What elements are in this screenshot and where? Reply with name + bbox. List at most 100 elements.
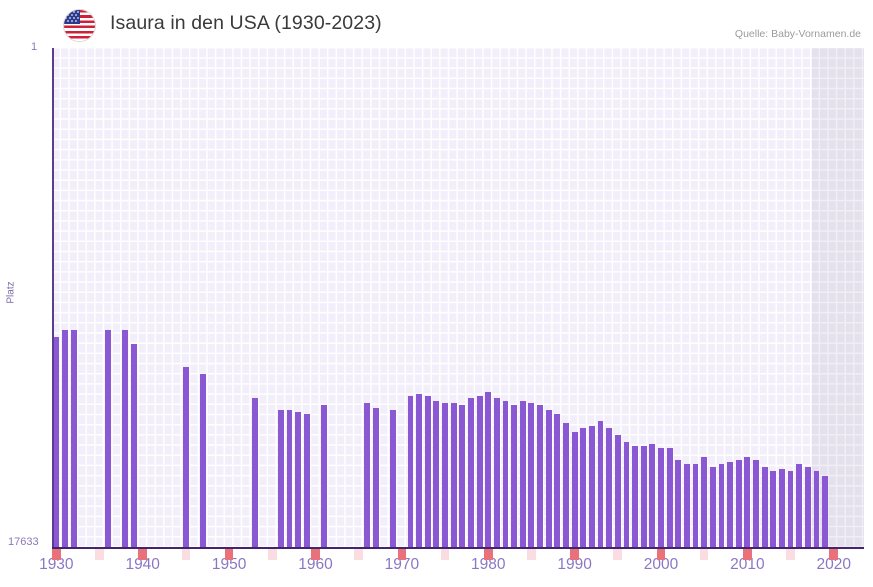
bar <box>468 398 474 548</box>
axis-tick-mark <box>570 549 579 560</box>
axis-tick-mark <box>354 549 363 560</box>
x-axis-tick-label: 1950 <box>211 556 247 573</box>
bar <box>822 475 829 548</box>
bar <box>804 466 811 548</box>
page-title: Isaura in den USA (1930-2023) <box>110 12 382 34</box>
chart-header: Isaura in den USA (1930-2023) Quelle: Ba… <box>0 0 873 46</box>
bar <box>735 459 742 548</box>
bar <box>623 441 630 548</box>
x-axis-tick-label: 2000 <box>643 556 679 573</box>
bar <box>252 398 258 548</box>
bar <box>286 409 293 548</box>
bar <box>390 409 397 548</box>
bar <box>537 405 543 548</box>
bar <box>450 403 457 548</box>
bar <box>122 330 129 548</box>
y-axis <box>52 48 54 548</box>
y-axis-bottom-tick-label: 17633 <box>8 536 39 548</box>
bar <box>303 414 310 548</box>
bar <box>666 448 673 548</box>
bar <box>683 464 690 548</box>
bar <box>70 330 77 548</box>
bar <box>744 457 751 548</box>
bar <box>519 400 526 548</box>
bar <box>277 409 284 548</box>
bar <box>321 405 328 548</box>
bar <box>753 459 759 548</box>
bar <box>364 403 371 548</box>
source-attribution: Quelle: Baby-Vornamen.de <box>734 28 861 40</box>
bar <box>511 405 518 548</box>
bar <box>796 464 803 548</box>
bar <box>485 391 492 548</box>
bar <box>295 412 302 548</box>
axis-tick-mark <box>613 549 623 560</box>
axis-tick-mark <box>52 549 61 560</box>
bar <box>614 434 621 548</box>
axis-tick-mark <box>224 549 234 560</box>
bar <box>416 393 423 548</box>
x-axis-tick-label: 1960 <box>298 556 333 573</box>
x-axis-tick-label: 1980 <box>470 556 506 573</box>
bar <box>787 471 794 548</box>
bar <box>580 427 587 548</box>
bar <box>424 396 431 548</box>
bar <box>407 396 414 548</box>
x-axis-tick-label: 1970 <box>384 556 420 573</box>
bar <box>476 396 483 548</box>
x-axis <box>52 547 864 549</box>
y-axis-title: Platz <box>5 281 17 304</box>
axis-tick-mark <box>440 549 450 560</box>
bar <box>372 407 379 548</box>
x-axis-tick-label: 2010 <box>730 556 765 573</box>
recent-years-shading <box>812 48 864 548</box>
bar <box>545 409 552 548</box>
axis-tick-mark <box>829 549 839 560</box>
bar <box>493 398 500 548</box>
bar <box>62 330 68 548</box>
bar <box>200 373 207 548</box>
bar <box>105 330 112 548</box>
bar <box>606 427 613 548</box>
bar <box>701 457 708 548</box>
bar <box>718 464 725 548</box>
bar <box>649 443 656 548</box>
bar <box>554 414 561 548</box>
bar <box>182 366 189 548</box>
bar <box>571 432 578 548</box>
bar <box>528 403 535 548</box>
bar <box>442 403 448 548</box>
axis-tick-mark <box>527 549 536 560</box>
bar <box>658 448 664 548</box>
axis-tick-mark <box>267 549 277 560</box>
x-axis-tick-label: 2020 <box>816 556 852 573</box>
bar <box>761 466 768 548</box>
bar <box>692 464 699 548</box>
axis-tick-mark <box>743 549 752 560</box>
bar <box>502 400 509 548</box>
us-flag-icon <box>63 9 96 42</box>
axis-tick-mark <box>138 549 147 560</box>
x-axis-tick-label: 1930 <box>39 556 74 573</box>
bar-series <box>52 48 864 548</box>
bar <box>778 468 785 548</box>
axis-tick-mark <box>786 549 795 560</box>
bar <box>813 471 820 548</box>
axis-tick-mark <box>656 549 666 560</box>
bar <box>709 466 716 548</box>
flag-canton <box>64 10 80 24</box>
flag-stars <box>64 10 80 24</box>
bar <box>433 400 440 548</box>
bar <box>597 421 604 548</box>
axis-tick-mark <box>311 549 320 560</box>
bar <box>459 405 466 548</box>
bar <box>675 459 682 548</box>
axis-tick-mark <box>181 549 191 560</box>
plot-area <box>52 48 864 548</box>
bar <box>563 423 569 548</box>
axis-tick-mark <box>397 549 407 560</box>
bar <box>770 471 777 548</box>
axis-tick-mark <box>699 549 709 560</box>
bar <box>131 344 137 548</box>
